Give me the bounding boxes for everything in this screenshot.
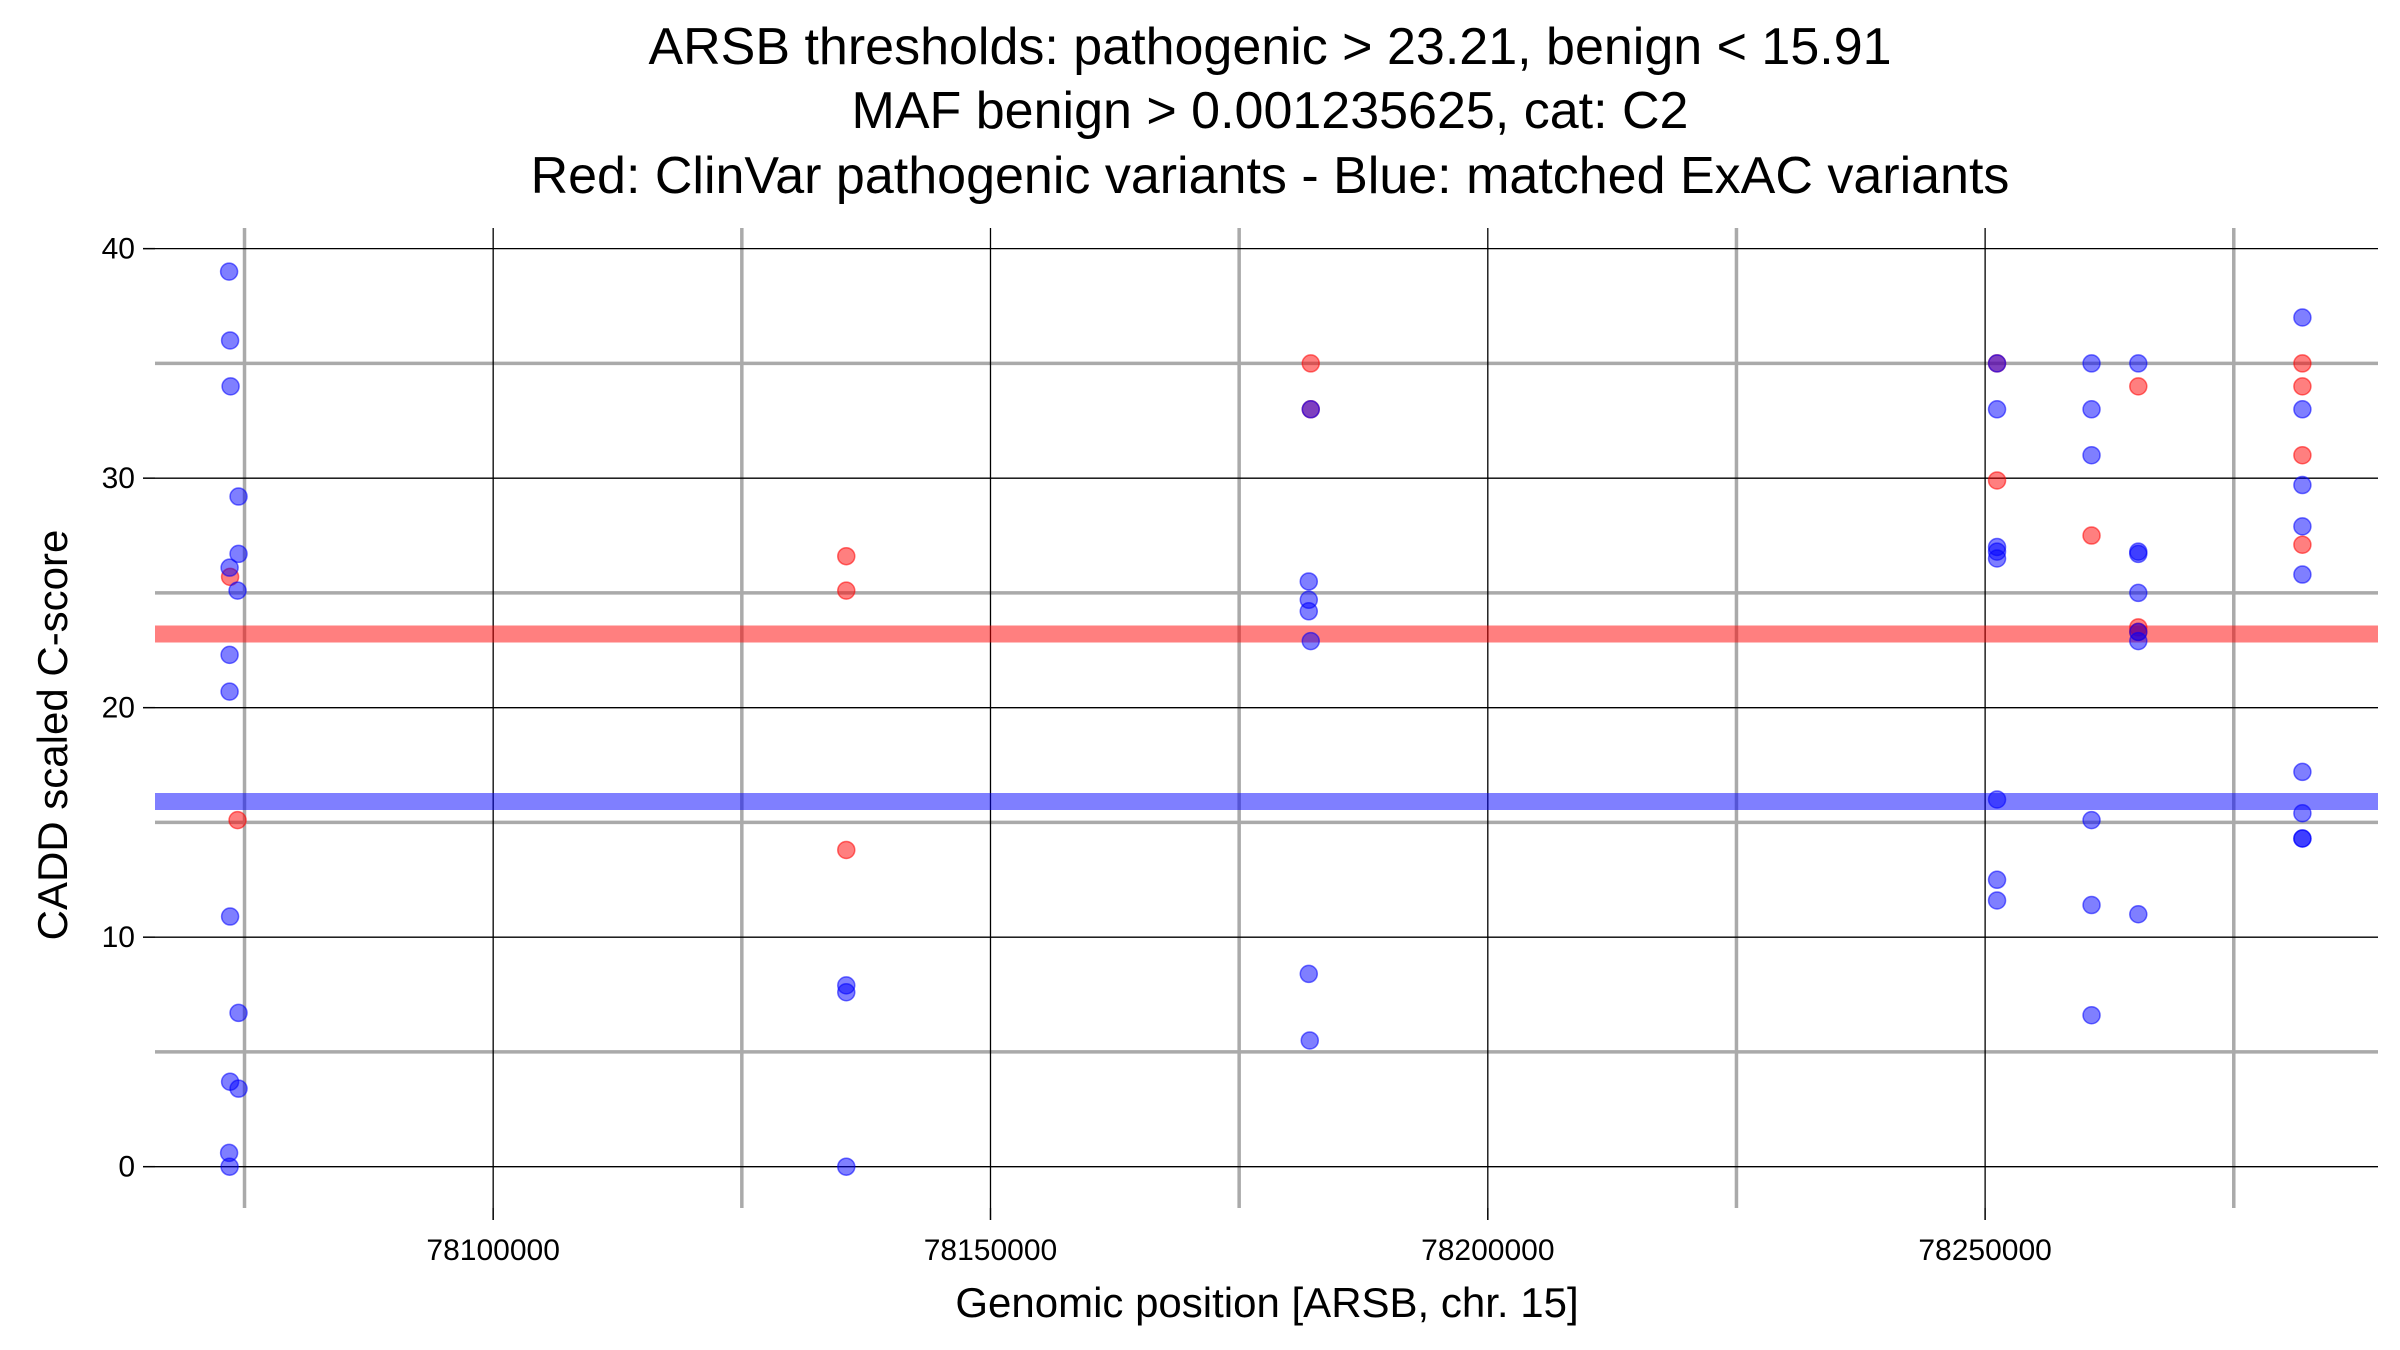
data-point-benign <box>229 487 248 506</box>
data-point-benign <box>2082 354 2101 373</box>
minor-gridlines <box>155 228 2378 1208</box>
data-point-benign <box>2293 517 2312 536</box>
data-point-benign <box>2082 400 2101 419</box>
data-point-benign <box>229 544 248 564</box>
data-point-benign <box>1987 870 2007 890</box>
data-point-pathogenic <box>2293 535 2312 554</box>
data-point-benign <box>229 1003 248 1023</box>
data-point-benign <box>2082 445 2101 465</box>
data-point-pathogenic <box>2293 354 2312 373</box>
data-point-benign <box>220 682 239 701</box>
data-point-benign <box>2293 762 2312 782</box>
data-point-benign <box>220 558 239 577</box>
chart-title: ARSB thresholds: pathogenic > 23.21, ben… <box>531 18 2010 205</box>
x-tick-label: 78200000 <box>1421 1234 1554 1267</box>
y-tick-label: 10 <box>102 921 135 954</box>
data-point-benign <box>837 983 856 1002</box>
y-tick-label: 0 <box>118 1151 135 1184</box>
data-point-benign <box>220 645 239 665</box>
data-point-pathogenic <box>2293 377 2312 396</box>
data-point-benign <box>219 262 239 281</box>
data-point-benign <box>2293 565 2312 584</box>
data-point-benign <box>837 1157 856 1176</box>
data-point-benign <box>220 907 240 926</box>
data-point-benign <box>1300 1031 1320 1050</box>
data-point-pathogenic <box>837 840 856 860</box>
data-point-benign <box>1987 400 2007 419</box>
data-point-benign <box>2082 1005 2101 1025</box>
data-point-benign <box>2293 475 2312 495</box>
x-axis: 78100000 78150000 78200000 78250000 <box>426 1208 2052 1267</box>
title-line-1: ARSB thresholds: pathogenic > 23.21, ben… <box>648 18 1891 76</box>
data-point-benign <box>1299 602 1319 621</box>
data-point-benign <box>220 331 240 350</box>
data-point-benign <box>1987 891 2007 910</box>
title-line-2: MAF benign > 0.001235625, cat: C2 <box>852 82 1689 140</box>
y-tick-label: 20 <box>102 692 135 725</box>
data-point-benign <box>220 1157 239 1176</box>
data-point-benign <box>1987 790 2007 809</box>
data-point-pathogenic <box>228 810 247 830</box>
data-point-benign <box>229 1079 248 1098</box>
y-axis-title: CADD scaled C-score <box>29 530 76 941</box>
data-point-benign <box>1299 964 1319 984</box>
data-point-benign <box>2129 544 2148 564</box>
data-point-benign <box>228 581 247 600</box>
x-tick-label: 78250000 <box>1918 1234 2051 1267</box>
data-point-benign <box>1301 400 1321 419</box>
data-point-benign <box>1301 631 1321 651</box>
x-axis-title: Genomic position [ARSB, chr. 15] <box>955 1279 1578 1326</box>
data-point-pathogenic <box>2129 377 2148 396</box>
data-point-benign <box>221 377 240 396</box>
y-tick-label: 40 <box>102 233 135 266</box>
x-tick-label: 78100000 <box>426 1234 559 1267</box>
data-point-benign <box>2129 354 2148 373</box>
data-point-benign <box>2129 631 2148 651</box>
data-point-benign <box>1299 572 1319 591</box>
data-point-benign <box>2082 810 2101 830</box>
data-point-benign <box>2129 904 2148 924</box>
data-point-pathogenic <box>1987 471 2007 490</box>
major-gridlines <box>155 228 2378 1208</box>
title-line-3: Red: ClinVar pathogenic variants - Blue:… <box>531 147 2010 205</box>
data-point-pathogenic <box>837 581 856 600</box>
data-point-benign <box>2293 308 2312 327</box>
x-tick-label: 78150000 <box>924 1234 1057 1267</box>
threshold-lines <box>155 625 2378 811</box>
data-point-benign <box>2129 583 2148 603</box>
data-point-pathogenic <box>837 546 856 566</box>
data-point-pathogenic <box>2082 526 2101 545</box>
data-point-benign <box>1987 354 2007 373</box>
data-point-benign <box>2293 400 2312 419</box>
data-point-pathogenic <box>1301 354 1321 373</box>
y-axis: 0 10 20 30 40 <box>102 233 155 1184</box>
data-point-pathogenic <box>2293 445 2312 465</box>
y-tick-label: 30 <box>102 462 135 495</box>
data-point-benign <box>2293 803 2312 823</box>
data-points <box>219 262 2312 1176</box>
data-point-benign <box>1987 549 2007 568</box>
data-point-benign <box>2293 829 2312 848</box>
data-point-benign <box>2082 895 2101 915</box>
